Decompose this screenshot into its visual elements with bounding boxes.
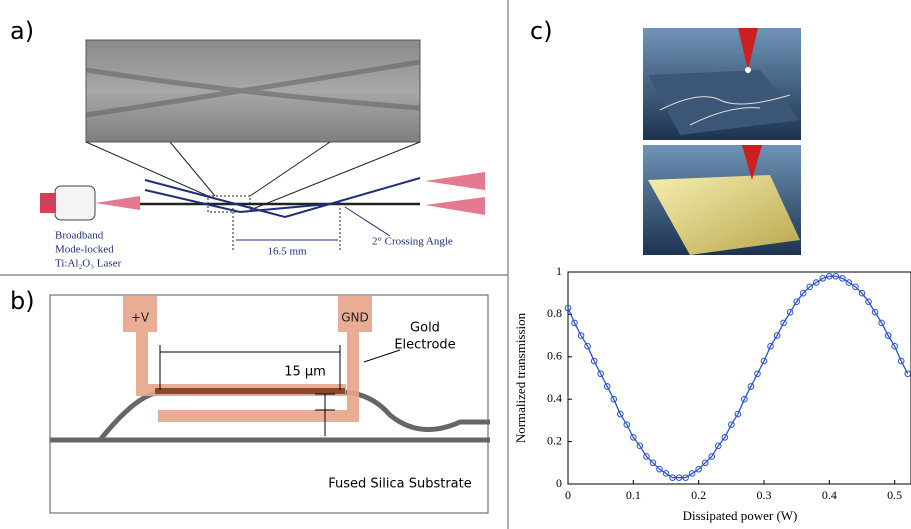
panel-b: +V GND Gold Electrode 15 µm Fused Silica… (50, 295, 490, 513)
panel-label: c) (530, 17, 553, 45)
angle-label: 2° Crossing Angle (372, 236, 453, 248)
x-tick-label: 0.5 (887, 488, 902, 502)
y-tick-label: 0.4 (547, 391, 562, 405)
panel-label: a) (10, 17, 34, 45)
x-tick-label: 0.2 (691, 488, 706, 502)
x-tick-label: 0.4 (822, 488, 837, 502)
y-tick-label: 0.2 (547, 433, 562, 447)
x-tick-label: 0.3 (757, 488, 772, 502)
gap-label: 15 µm (284, 365, 326, 380)
y-axis-label: Normalized transmission (513, 312, 528, 443)
laser-label: Broadband (55, 230, 104, 242)
figure: Broadband Mode-locked Ti:Al₂O₃ Laser 16.… (0, 0, 911, 529)
laser-label: Ti:Al₂O₃ Laser (55, 258, 122, 270)
distance-label: 16.5 mm (267, 246, 307, 258)
substrate-label: Fused Silica Substrate (328, 477, 472, 492)
y-tick-label: 0.8 (547, 306, 562, 320)
gnd-label: GND (341, 311, 369, 325)
x-tick-label: 0.1 (626, 488, 641, 502)
electrode-label: Gold (410, 321, 440, 336)
electrode-label: Electrode (394, 338, 455, 353)
x-axis-label: Dissipated power (W) (683, 508, 798, 523)
y-tick-label: 1 (556, 264, 562, 278)
x-tick-label: 0 (565, 488, 571, 502)
panel-c-illustration (643, 28, 801, 255)
y-tick-label: 0 (556, 476, 562, 490)
laser-label: Mode-locked (55, 244, 114, 256)
series-line (568, 276, 908, 477)
plus-label: +V (131, 311, 150, 325)
chart: Dissipated power (W) Normalized transmis… (513, 272, 911, 523)
panel-label: b) (10, 287, 35, 315)
y-tick-label: 0.6 (547, 349, 562, 363)
plot-frame (568, 272, 911, 484)
panel-a: Broadband Mode-locked Ti:Al₂O₃ Laser 16.… (40, 40, 485, 270)
